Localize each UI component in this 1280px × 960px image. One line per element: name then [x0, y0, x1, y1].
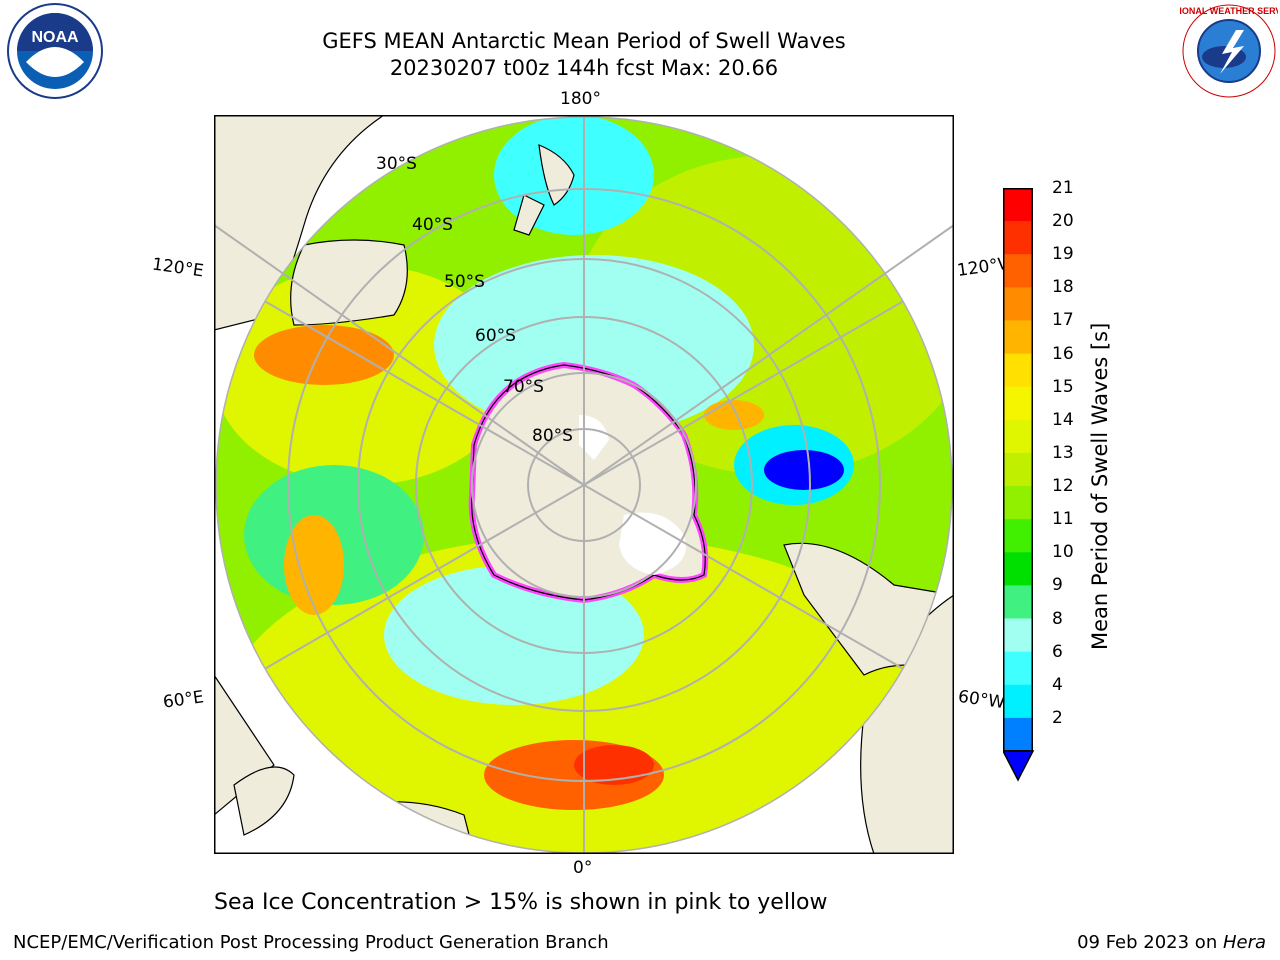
sea-ice-note: Sea Ice Concentration > 15% is shown in … [214, 890, 828, 915]
lat-label-30: 30°S [376, 154, 417, 174]
colorbar-cell [1003, 386, 1033, 421]
lat-label-80: 80°S [532, 426, 573, 446]
lon-label-left-upper: 120°E [150, 254, 205, 282]
footer-left: NCEP/EMC/Verification Post Processing Pr… [13, 932, 609, 953]
colorbar-cell [1003, 486, 1033, 520]
lat-label-60: 60°S [475, 326, 516, 346]
lat-label-70: 70°S [503, 377, 544, 397]
colorbar-cell [1003, 651, 1033, 686]
polar-map: 30°S 40°S 50°S 60°S 70°S 80°S [214, 115, 954, 854]
colorbar [1003, 188, 1035, 782]
nws-logo-text: NATIONAL WEATHER SERVICE [1180, 6, 1278, 16]
colorbar-tick-label: 6 [1052, 641, 1063, 662]
colorbar-cell [1003, 552, 1033, 586]
map-frame [214, 115, 954, 854]
title-line-1: GEFS MEAN Antarctic Mean Period of Swell… [322, 29, 846, 53]
colorbar-tick-label: 4 [1052, 674, 1063, 695]
colorbar-cell [1003, 452, 1033, 487]
footer-date: 09 Feb 2023 on [1077, 932, 1223, 953]
colorbar-cell [1003, 419, 1033, 454]
colorbar-cell [1003, 519, 1033, 553]
colorbar-cell [1003, 618, 1033, 653]
colorbar-tick-label: 21 [1052, 178, 1074, 198]
colorbar-tick-label: 2 [1052, 707, 1063, 728]
colorbar-cell [1003, 320, 1033, 355]
noaa-logo-icon: NOAA [7, 3, 103, 99]
colorbar-cell [1003, 684, 1033, 719]
colorbar-tick-label: 14 [1052, 409, 1074, 430]
colorbar-tick-label: 9 [1052, 575, 1063, 596]
noaa-logo-text: NOAA [31, 29, 79, 46]
colorbar-tick-label: 11 [1052, 509, 1074, 530]
colorbar-cell [1003, 717, 1033, 752]
colorbar-cell [1003, 221, 1033, 255]
colorbar-cell [1003, 585, 1033, 620]
colorbar-cell [1003, 188, 1033, 222]
colorbar-cell [1003, 287, 1033, 321]
title-line-2: 20230207 t00z 144h fcst Max: 20.66 [389, 56, 779, 80]
colorbar-tick-label: 8 [1052, 608, 1063, 629]
colorbar-cell [1003, 353, 1033, 388]
lon-label-right-lower: 60°W [956, 686, 1007, 714]
colorbar-tick-label: 15 [1052, 376, 1074, 397]
colorbar-tick-label: 10 [1052, 542, 1074, 563]
footer-host: Hera [1222, 932, 1266, 953]
colorbar-extend-arrow [1003, 750, 1035, 782]
lon-label-top: 180° [560, 89, 601, 109]
footer-right: 09 Feb 2023 on Hera [1077, 932, 1266, 953]
colorbar-tick-label: 12 [1052, 476, 1074, 497]
colorbar-tick-label: 20 [1052, 211, 1074, 232]
lon-label-left-lower: 60°E [161, 687, 206, 713]
nws-logo-icon: NATIONAL WEATHER SERVICE [1180, 4, 1278, 98]
colorbar-label: Mean Period of Swell Waves [s] [1088, 322, 1112, 650]
colorbar-tick-label: 13 [1052, 442, 1074, 463]
land-outside-disc [214, 115, 954, 854]
lon-label-bottom: 0° [573, 858, 593, 878]
lat-label-50: 50°S [444, 272, 485, 292]
colorbar-tick-label: 19 [1052, 244, 1074, 265]
lat-label-40: 40°S [412, 215, 453, 235]
colorbar-tick-label: 16 [1052, 343, 1074, 364]
colorbar-tick-label: 17 [1052, 310, 1074, 331]
colorbar-cell [1003, 254, 1033, 288]
colorbar-tick-label: 18 [1052, 277, 1074, 298]
